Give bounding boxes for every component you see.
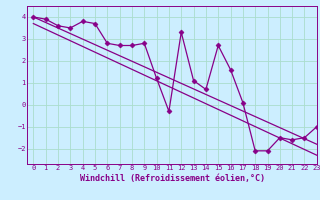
X-axis label: Windchill (Refroidissement éolien,°C): Windchill (Refroidissement éolien,°C) (79, 174, 265, 183)
